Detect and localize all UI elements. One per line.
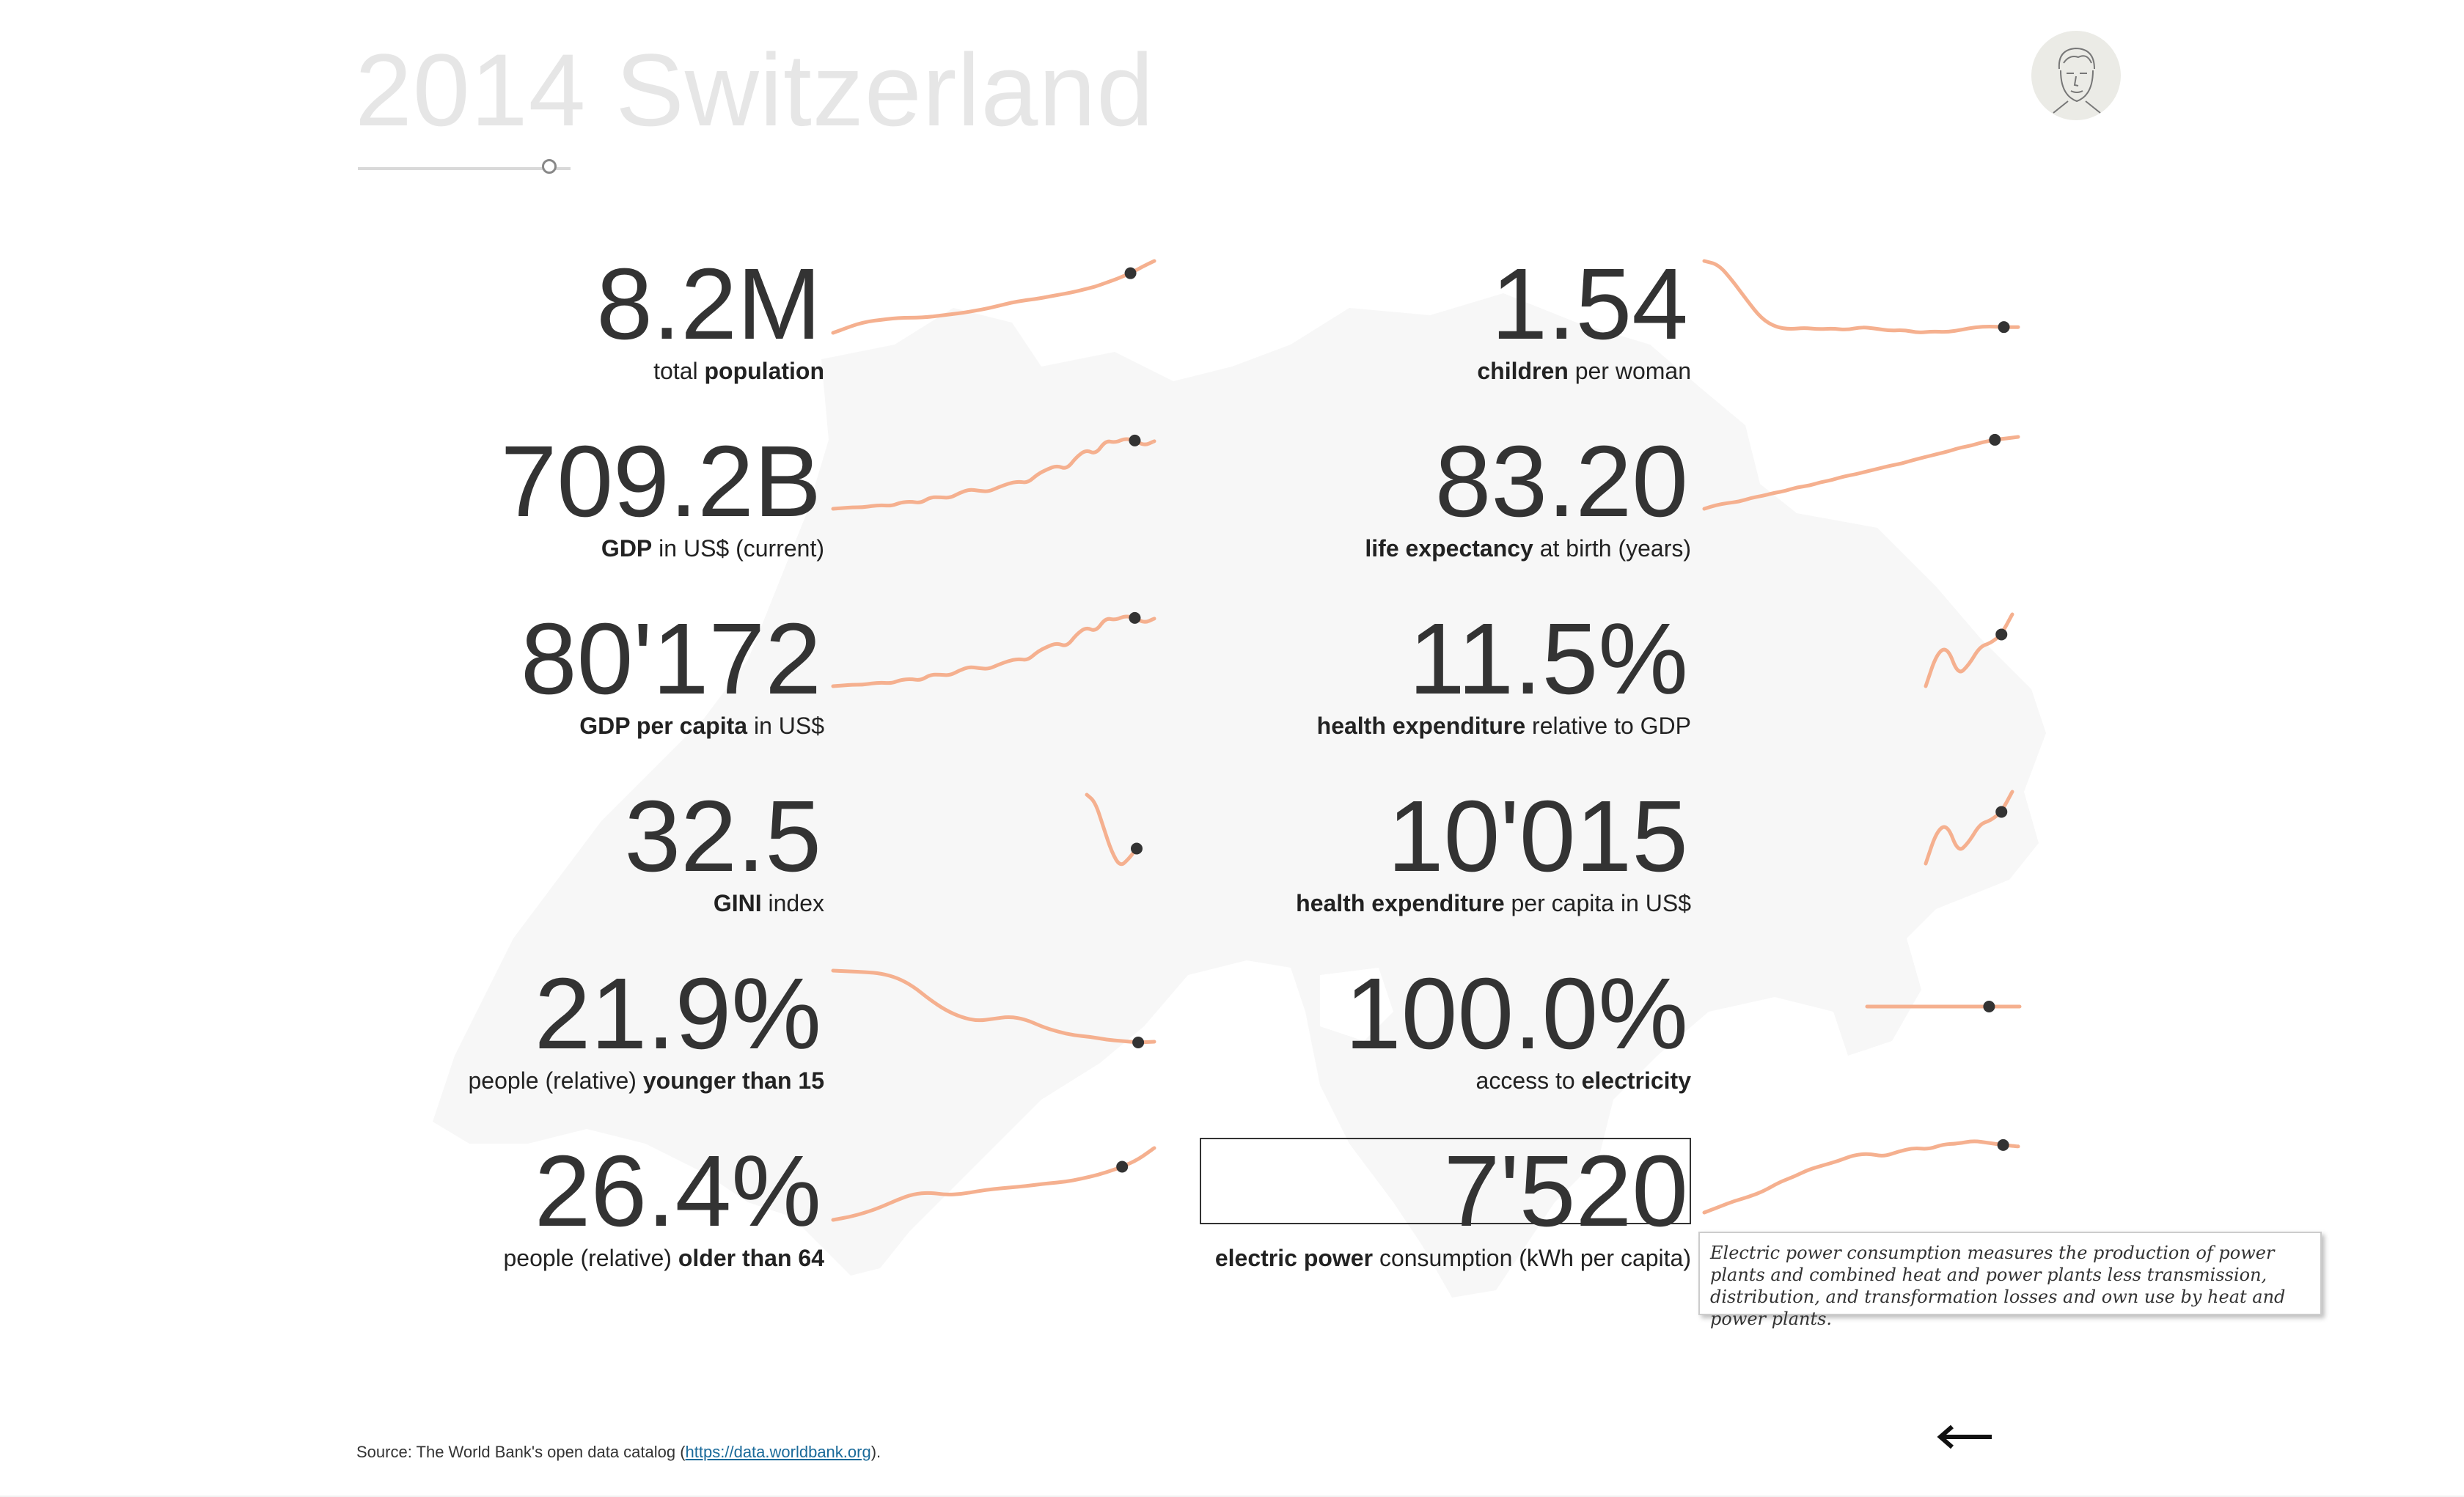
current-year-dot <box>1998 321 2010 334</box>
sparkline-path <box>1924 790 2014 866</box>
younger-than-15-value: 21.9% <box>534 957 821 1070</box>
current-year-dot <box>1116 1161 1129 1173</box>
page-title: 2014 Switzerland <box>355 28 1154 152</box>
year-slider-handle[interactable] <box>542 159 557 174</box>
older-than-64-label: people (relative) older than 64 <box>503 1245 825 1271</box>
gdp-sparkline <box>831 434 1156 511</box>
electricity-access-sparkline <box>1865 1001 2022 1012</box>
sparkline-path <box>1702 435 2020 511</box>
life-expectancy-sparkline <box>1702 433 2020 511</box>
sparkline-path <box>1702 259 2020 334</box>
current-year-dot <box>1995 628 2008 641</box>
electric-power-sparkline <box>1702 1139 2020 1215</box>
gdp-per-capita-value: 80'172 <box>520 603 821 716</box>
year-label: 2014 <box>355 32 587 147</box>
sparkline-path <box>831 614 1156 688</box>
electricity-access-value: 100.0% <box>1344 957 1688 1070</box>
gdp-label: GDP in US$ (current) <box>601 535 824 562</box>
sparkline-path <box>831 968 1156 1045</box>
electric-power-label: electric power consumption (kWh per capi… <box>1214 1245 1691 1271</box>
sparkline-path <box>831 259 1156 335</box>
older-than-64-sparkline <box>831 1146 1156 1222</box>
gdp-value: 709.2B <box>500 425 821 538</box>
selected-indicator-box[interactable] <box>1200 1138 1691 1224</box>
gini-value: 32.5 <box>624 780 821 893</box>
population-label: total population <box>653 358 824 384</box>
younger-than-15-sparkline <box>831 968 1156 1048</box>
indicator-tooltip: Electric power consumption measures the … <box>1698 1232 2322 1329</box>
younger-than-15-label: people (relative) younger than 15 <box>468 1067 825 1094</box>
current-year-dot <box>1131 842 1143 855</box>
sparkline-path <box>831 437 1156 511</box>
gdp-per-capita-label: GDP per capita in US$ <box>579 713 824 739</box>
fertility-value: 1.54 <box>1491 248 1688 361</box>
left-arrow-icon[interactable] <box>1936 1415 1995 1459</box>
year-slider-track[interactable] <box>358 167 571 170</box>
population-sparkline <box>831 259 1156 335</box>
electric-power-value[interactable]: 7'520 <box>1443 1135 1688 1248</box>
current-year-dot <box>1997 1139 2009 1151</box>
health-expenditure-gdp-sparkline <box>1924 612 2014 688</box>
bottom-divider <box>0 1496 2464 1497</box>
current-year-dot <box>1129 434 1141 446</box>
fertility-sparkline <box>1702 259 2020 334</box>
health-expenditure-gdp-label: health expenditure relative to GDP <box>1316 713 1691 739</box>
source-link[interactable]: https://data.worldbank.org <box>685 1443 871 1461</box>
gdp-per-capita-sparkline <box>831 611 1156 688</box>
health-expenditure-capita-value: 10'015 <box>1387 780 1688 893</box>
older-than-64-value: 26.4% <box>534 1135 821 1248</box>
gini-sparkline <box>1085 792 1143 867</box>
gini-label: GINI index <box>713 890 824 916</box>
electricity-access-label: access to electricity <box>1475 1067 1691 1094</box>
current-year-dot <box>1132 1037 1145 1048</box>
source-note: Source: The World Bank's open data catal… <box>356 1443 881 1461</box>
fertility-label: children per woman <box>1477 358 1691 384</box>
current-year-dot <box>1129 611 1141 624</box>
sparkline-path <box>831 1146 1156 1222</box>
current-year-dot <box>1124 267 1137 279</box>
current-year-dot <box>1983 1001 1995 1012</box>
population-value: 8.2M <box>596 248 821 361</box>
life-expectancy-value: 83.20 <box>1434 425 1688 538</box>
sparkline-path <box>1085 792 1139 867</box>
avatar <box>2031 31 2121 120</box>
health-expenditure-capita-sparkline <box>1924 790 2014 866</box>
country-label: Switzerland <box>615 32 1155 147</box>
health-expenditure-capita-label: health expenditure per capita in US$ <box>1296 890 1691 916</box>
current-year-dot <box>1989 433 2001 446</box>
life-expectancy-label: life expectancy at birth (years) <box>1365 535 1691 562</box>
person-sketch-icon <box>2053 47 2101 114</box>
health-expenditure-gdp-value: 11.5% <box>1408 603 1688 716</box>
sparkline-path <box>1702 1139 2020 1215</box>
current-year-dot <box>1995 806 2008 818</box>
sparkline-path <box>1924 612 2014 688</box>
